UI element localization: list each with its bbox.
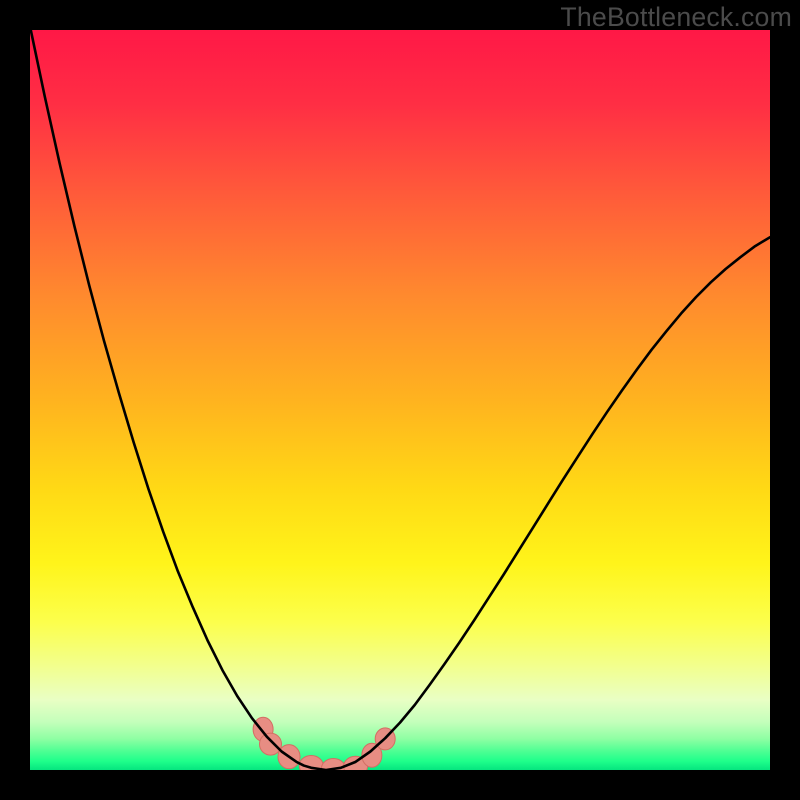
- watermark-text: TheBottleneck.com: [560, 2, 792, 33]
- curve-marker: [260, 733, 282, 755]
- gradient-background: [30, 30, 770, 770]
- bottleneck-chart: [30, 30, 770, 770]
